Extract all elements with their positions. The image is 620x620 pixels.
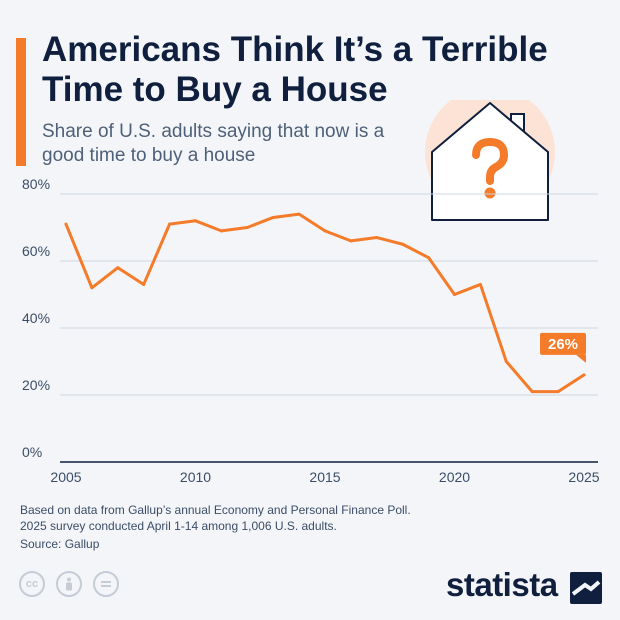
data-point	[245, 226, 249, 229]
data-point	[453, 293, 456, 296]
brand-name[interactable]: statista	[446, 566, 558, 603]
data-point	[582, 373, 586, 377]
creative-commons-icon[interactable]: cc	[19, 571, 45, 597]
y-tick-label: 80%	[22, 176, 50, 192]
data-point	[271, 215, 275, 219]
data-point	[297, 212, 301, 216]
y-axis-labels: 0% 20% 40% 60% 80%	[22, 176, 50, 460]
annotation-badge	[540, 332, 586, 355]
chart-subtitle: Share of U.S. adults saying that now is …	[42, 121, 385, 166]
annotations: 26%	[540, 332, 586, 363]
data-point	[504, 360, 508, 363]
x-tick-label: 2015	[309, 469, 340, 485]
no-derivatives-icon[interactable]	[93, 571, 119, 597]
data-point	[530, 390, 534, 394]
gridlines	[60, 193, 598, 463]
y-tick-label: 40%	[22, 310, 50, 326]
data-point	[478, 282, 482, 286]
data-point	[556, 390, 560, 394]
y-tick-label: 0%	[22, 444, 42, 460]
data-point	[323, 229, 327, 233]
annotation-label: 26%	[548, 336, 578, 353]
data-point	[194, 219, 197, 223]
series-lines	[64, 212, 586, 394]
line-chart: 0% 20% 40% 60% 80% 2005 2010 2015 2020 2025 26%	[22, 176, 600, 485]
data-point	[90, 286, 94, 290]
x-tick-label: 2025	[568, 469, 599, 485]
footer-source: Source: Gallup	[20, 537, 100, 551]
x-tick-label: 2010	[180, 469, 211, 485]
title-accent-bar	[16, 38, 26, 166]
data-point	[375, 236, 379, 240]
x-tick-label: 2005	[50, 469, 81, 485]
chart-title: Americans Think It’s a Terrible Time to …	[42, 30, 548, 109]
data-point	[142, 282, 146, 286]
data-point	[427, 256, 431, 260]
data-point	[168, 222, 172, 226]
data-point	[349, 239, 353, 243]
footer-note-line-1: Based on data from Gallup’s annual Econo…	[20, 503, 411, 517]
x-axis-labels: 2005 2010 2015 2020 2025	[50, 469, 599, 485]
data-point	[219, 229, 223, 233]
y-tick-label: 20%	[22, 377, 50, 393]
series-line	[64, 212, 586, 394]
house-question-icon	[425, 100, 555, 221]
footer-note: Based on data from Gallup’s annual Econo…	[20, 502, 540, 534]
y-tick-label: 60%	[22, 243, 50, 259]
footer-note-line-2: 2025 survey conducted April 1-14 among 1…	[20, 519, 337, 533]
annotation-pointer	[576, 354, 586, 363]
x-tick-label: 2020	[439, 469, 470, 485]
data-point	[116, 266, 120, 270]
statista-logo-icon[interactable]	[570, 572, 602, 604]
attribution-icon[interactable]	[56, 571, 82, 597]
data-point	[401, 242, 405, 246]
data-point	[64, 222, 68, 226]
series-points	[64, 212, 586, 394]
